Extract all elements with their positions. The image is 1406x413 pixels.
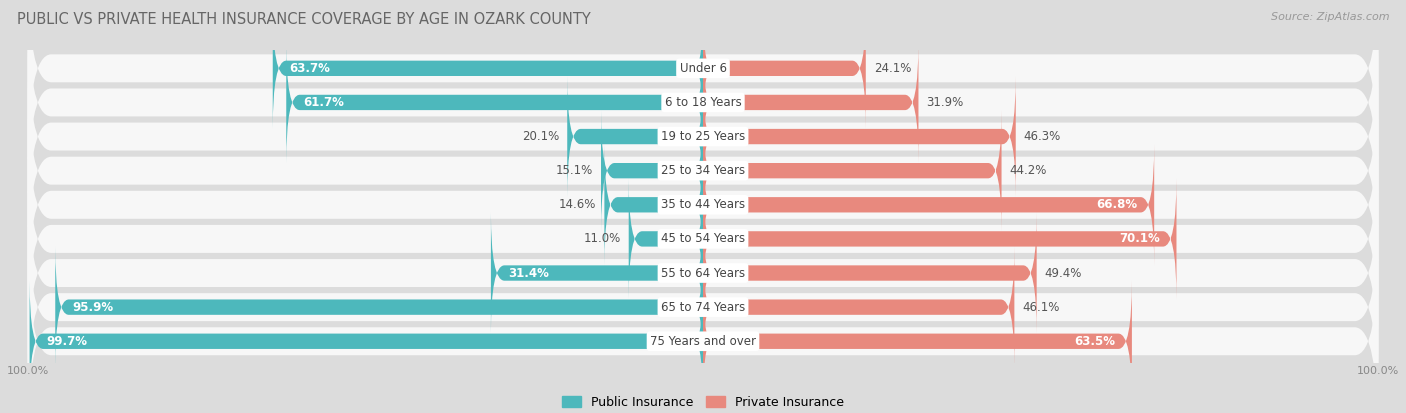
Text: 66.8%: 66.8% <box>1097 198 1137 211</box>
FancyBboxPatch shape <box>28 100 1378 310</box>
FancyBboxPatch shape <box>703 8 866 129</box>
Text: Under 6: Under 6 <box>679 62 727 75</box>
Text: 99.7%: 99.7% <box>46 335 87 348</box>
Text: 63.7%: 63.7% <box>290 62 330 75</box>
FancyBboxPatch shape <box>28 168 1378 378</box>
FancyBboxPatch shape <box>567 76 703 197</box>
Text: 6 to 18 Years: 6 to 18 Years <box>665 96 741 109</box>
Text: 19 to 25 Years: 19 to 25 Years <box>661 130 745 143</box>
FancyBboxPatch shape <box>28 0 1378 174</box>
Text: 46.3%: 46.3% <box>1024 130 1062 143</box>
FancyBboxPatch shape <box>28 0 1378 208</box>
FancyBboxPatch shape <box>491 212 703 334</box>
FancyBboxPatch shape <box>28 133 1378 344</box>
Text: 75 Years and over: 75 Years and over <box>650 335 756 348</box>
FancyBboxPatch shape <box>28 202 1378 413</box>
Text: 63.5%: 63.5% <box>1074 335 1115 348</box>
FancyBboxPatch shape <box>628 178 703 299</box>
Text: 95.9%: 95.9% <box>72 301 114 313</box>
Text: 46.1%: 46.1% <box>1022 301 1060 313</box>
FancyBboxPatch shape <box>28 236 1378 413</box>
Text: 14.6%: 14.6% <box>560 198 596 211</box>
Legend: Public Insurance, Private Insurance: Public Insurance, Private Insurance <box>557 391 849 413</box>
FancyBboxPatch shape <box>287 42 703 163</box>
FancyBboxPatch shape <box>703 144 1154 266</box>
Text: 65 to 74 Years: 65 to 74 Years <box>661 301 745 313</box>
Text: Source: ZipAtlas.com: Source: ZipAtlas.com <box>1271 12 1389 22</box>
Text: 31.4%: 31.4% <box>508 266 548 280</box>
FancyBboxPatch shape <box>703 212 1036 334</box>
FancyBboxPatch shape <box>703 178 1177 299</box>
Text: 25 to 34 Years: 25 to 34 Years <box>661 164 745 177</box>
Text: 20.1%: 20.1% <box>522 130 560 143</box>
FancyBboxPatch shape <box>273 8 703 129</box>
FancyBboxPatch shape <box>605 144 703 266</box>
FancyBboxPatch shape <box>703 247 1014 368</box>
Text: PUBLIC VS PRIVATE HEALTH INSURANCE COVERAGE BY AGE IN OZARK COUNTY: PUBLIC VS PRIVATE HEALTH INSURANCE COVER… <box>17 12 591 27</box>
FancyBboxPatch shape <box>28 65 1378 276</box>
Text: 61.7%: 61.7% <box>304 96 344 109</box>
Text: 55 to 64 Years: 55 to 64 Years <box>661 266 745 280</box>
FancyBboxPatch shape <box>703 76 1015 197</box>
Text: 15.1%: 15.1% <box>555 164 593 177</box>
FancyBboxPatch shape <box>703 281 1132 402</box>
FancyBboxPatch shape <box>703 42 918 163</box>
Text: 35 to 44 Years: 35 to 44 Years <box>661 198 745 211</box>
Text: 49.4%: 49.4% <box>1045 266 1083 280</box>
Text: 70.1%: 70.1% <box>1119 233 1160 245</box>
Text: 11.0%: 11.0% <box>583 233 620 245</box>
FancyBboxPatch shape <box>28 31 1378 242</box>
FancyBboxPatch shape <box>703 110 1001 231</box>
FancyBboxPatch shape <box>600 110 703 231</box>
Text: 24.1%: 24.1% <box>875 62 911 75</box>
FancyBboxPatch shape <box>30 281 703 402</box>
Text: 45 to 54 Years: 45 to 54 Years <box>661 233 745 245</box>
Text: 31.9%: 31.9% <box>927 96 965 109</box>
FancyBboxPatch shape <box>55 247 703 368</box>
Text: 44.2%: 44.2% <box>1010 164 1047 177</box>
